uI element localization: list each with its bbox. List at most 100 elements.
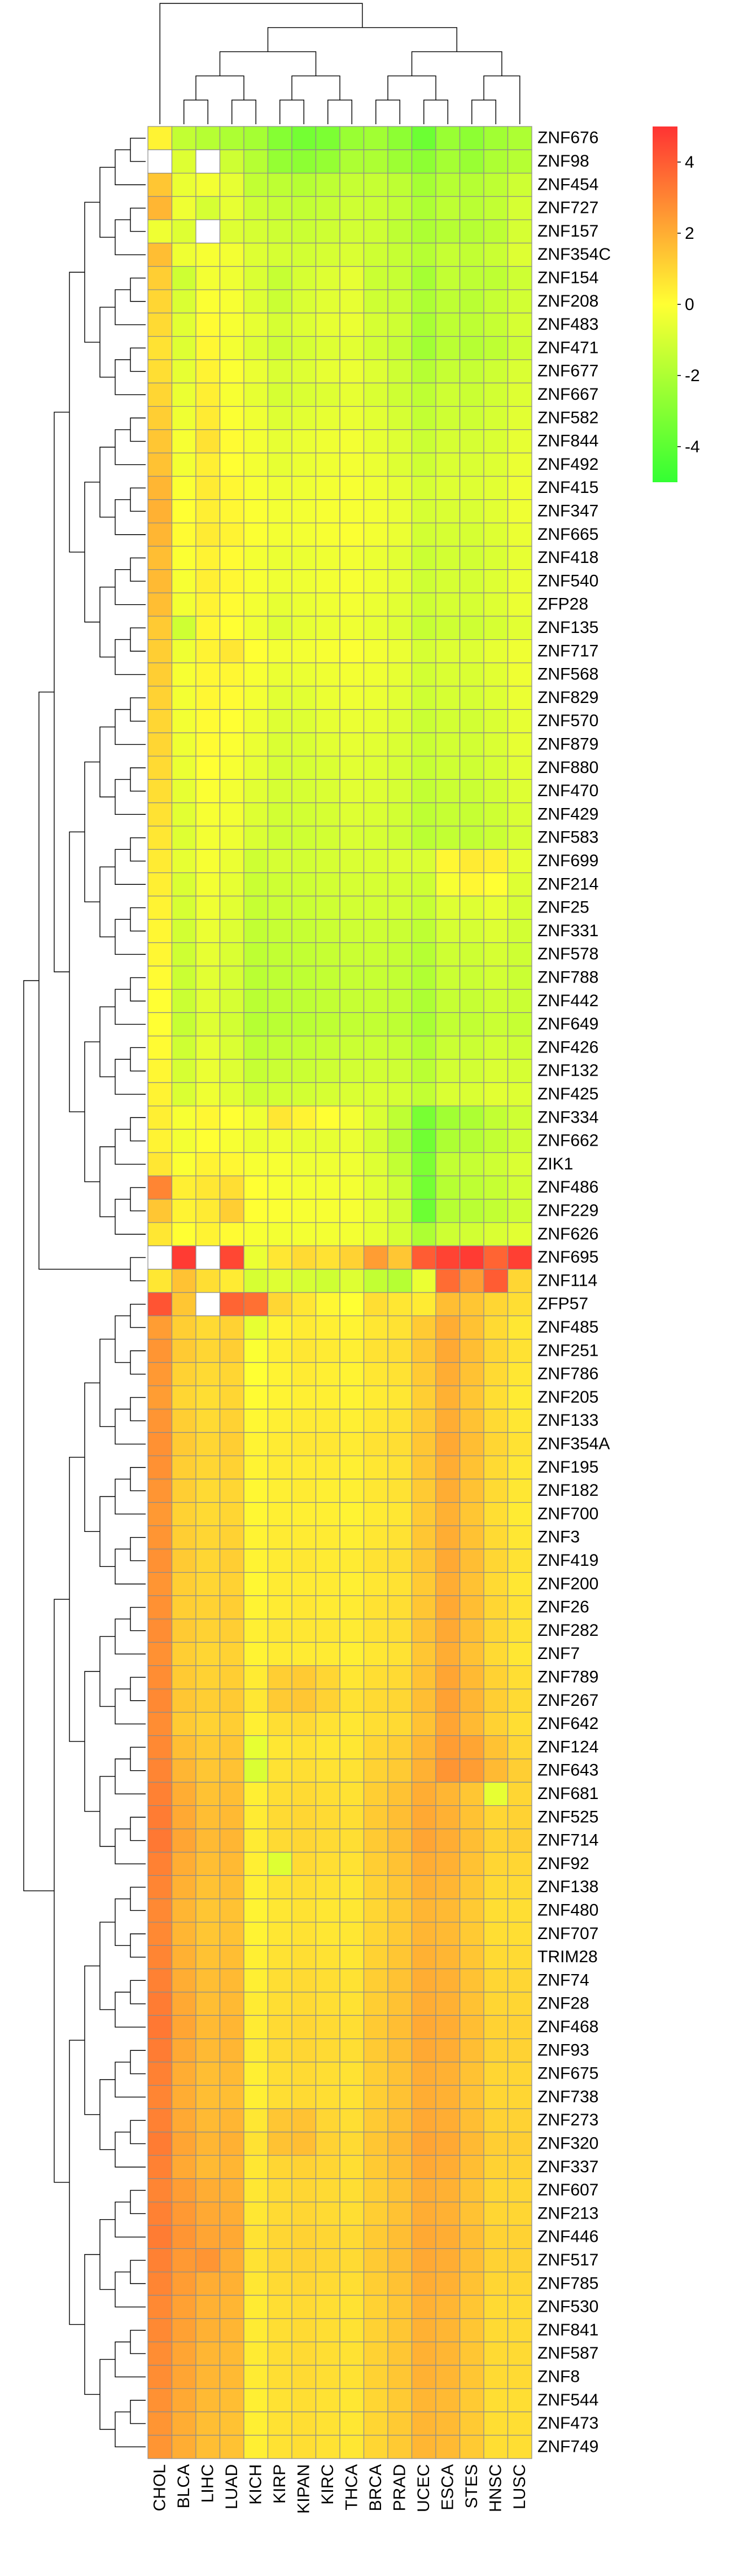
heatmap-cell	[291, 1152, 317, 1177]
heatmap-cell	[219, 1828, 244, 1853]
heatmap-cell	[483, 382, 509, 407]
heatmap-cell	[411, 639, 436, 663]
heatmap-cell	[363, 1665, 388, 1689]
heatmap-cell	[459, 1478, 484, 1503]
heatmap-cell	[315, 849, 340, 874]
heatmap-cell	[507, 1012, 532, 1037]
row-label: ZNF331	[537, 922, 598, 940]
heatmap-cell	[291, 1385, 317, 1410]
heatmap-cell	[507, 429, 532, 453]
heatmap-cell	[291, 2411, 317, 2436]
heatmap-cell	[267, 2225, 292, 2249]
row-dendrogram-branch	[130, 1747, 146, 1771]
heatmap-cell	[363, 1805, 388, 1830]
heatmap-cell	[171, 1968, 196, 1993]
heatmap-cell	[435, 1852, 461, 1876]
heatmap-cell	[363, 1385, 388, 1410]
heatmap-cell	[267, 1408, 292, 1433]
heatmap-cell	[315, 2248, 340, 2273]
heatmap-cell	[195, 2038, 221, 2063]
heatmap-cell	[459, 289, 484, 313]
heatmap-cell	[339, 1688, 365, 1713]
heatmap-cell	[387, 336, 413, 360]
legend-tick-label: 4	[685, 153, 694, 172]
heatmap-cell	[339, 2085, 365, 2110]
heatmap-cell	[195, 1641, 221, 1666]
heatmap-cell	[411, 1012, 436, 1037]
heatmap-cell	[171, 826, 196, 850]
heatmap-cell	[387, 1782, 413, 1806]
heatmap-cell	[507, 662, 532, 687]
heatmap-cell	[363, 1945, 388, 1970]
row-labels: ZNF676ZNF98ZNF454ZNF727ZNF157ZNF354CZNF1…	[537, 129, 611, 2456]
heatmap-cell	[459, 1641, 484, 1666]
row-dendrogram-branch	[130, 1047, 146, 1072]
row-dendrogram-branch	[130, 487, 146, 512]
heatmap-cell	[435, 1828, 461, 1853]
heatmap-cell	[435, 686, 461, 710]
heatmap-cell	[147, 2202, 173, 2226]
heatmap-cell	[483, 2388, 509, 2413]
heatmap-cell	[411, 1782, 436, 1806]
heatmap-cell	[507, 919, 532, 944]
heatmap-cell	[387, 1105, 413, 1130]
heatmap-cell	[387, 686, 413, 710]
heatmap-cell	[363, 2295, 388, 2319]
heatmap-cell	[363, 1641, 388, 1666]
heatmap-cell	[315, 2272, 340, 2296]
heatmap-cell	[411, 2155, 436, 2180]
heatmap-cell	[435, 1012, 461, 1037]
heatmap-cell	[435, 2062, 461, 2086]
heatmap-cell	[171, 802, 196, 827]
heatmap-cell	[483, 2248, 509, 2273]
heatmap-cell	[243, 1641, 269, 1666]
heatmap-cell	[459, 149, 484, 174]
heatmap-cell	[219, 126, 244, 150]
heatmap-cell	[243, 289, 269, 313]
heatmap-cell	[243, 429, 269, 453]
heatmap-cell	[507, 849, 532, 874]
heatmap-cell	[219, 1782, 244, 1806]
heatmap-cell	[411, 2272, 436, 2296]
heatmap-cell	[363, 2202, 388, 2226]
row-dendrogram-branch	[99, 2219, 115, 2290]
heatmap-cell	[147, 2155, 173, 2180]
heatmap-cell	[483, 1245, 509, 1270]
heatmap-cell	[195, 2388, 221, 2413]
heatmap-cell	[483, 1315, 509, 1340]
heatmap-cell	[411, 2411, 436, 2436]
heatmap-cell	[291, 405, 317, 430]
row-dendrogram-branch	[99, 2079, 115, 2150]
heatmap-cell	[387, 289, 413, 313]
heatmap-cell	[363, 382, 388, 407]
heatmap-cell	[315, 709, 340, 733]
heatmap-cell	[219, 1315, 244, 1340]
heatmap-cell	[315, 1245, 340, 1270]
row-dendrogram-branch	[99, 167, 115, 238]
row-dendrogram-branch	[130, 1606, 146, 1631]
heatmap-cell	[363, 336, 388, 360]
heatmap-cell	[339, 1455, 365, 1480]
heatmap-cell	[219, 1199, 244, 1223]
heatmap-cell	[243, 2318, 269, 2343]
heatmap-cell	[387, 429, 413, 453]
heatmap-cell	[339, 1782, 365, 1806]
heatmap-cell	[291, 2132, 317, 2156]
heatmap-cell	[363, 1595, 388, 1619]
heatmap-cell	[387, 1945, 413, 1970]
heatmap-cell	[459, 242, 484, 267]
heatmap-cell	[387, 2132, 413, 2156]
heatmap-cell	[363, 1758, 388, 1783]
row-label: ZNF347	[537, 502, 598, 521]
row-label: ZNF492	[537, 455, 598, 474]
row-dendrogram-branch	[130, 1257, 146, 1282]
heatmap-cell	[195, 266, 221, 290]
heatmap-cell	[315, 1641, 340, 1666]
heatmap-cell	[219, 1945, 244, 1970]
heatmap-cell	[147, 1036, 173, 1060]
row-dendrogram-branch	[130, 2260, 146, 2284]
heatmap-cell	[147, 662, 173, 687]
heatmap-cell	[267, 942, 292, 967]
heatmap-cell	[219, 826, 244, 850]
heatmap-cell	[195, 756, 221, 780]
